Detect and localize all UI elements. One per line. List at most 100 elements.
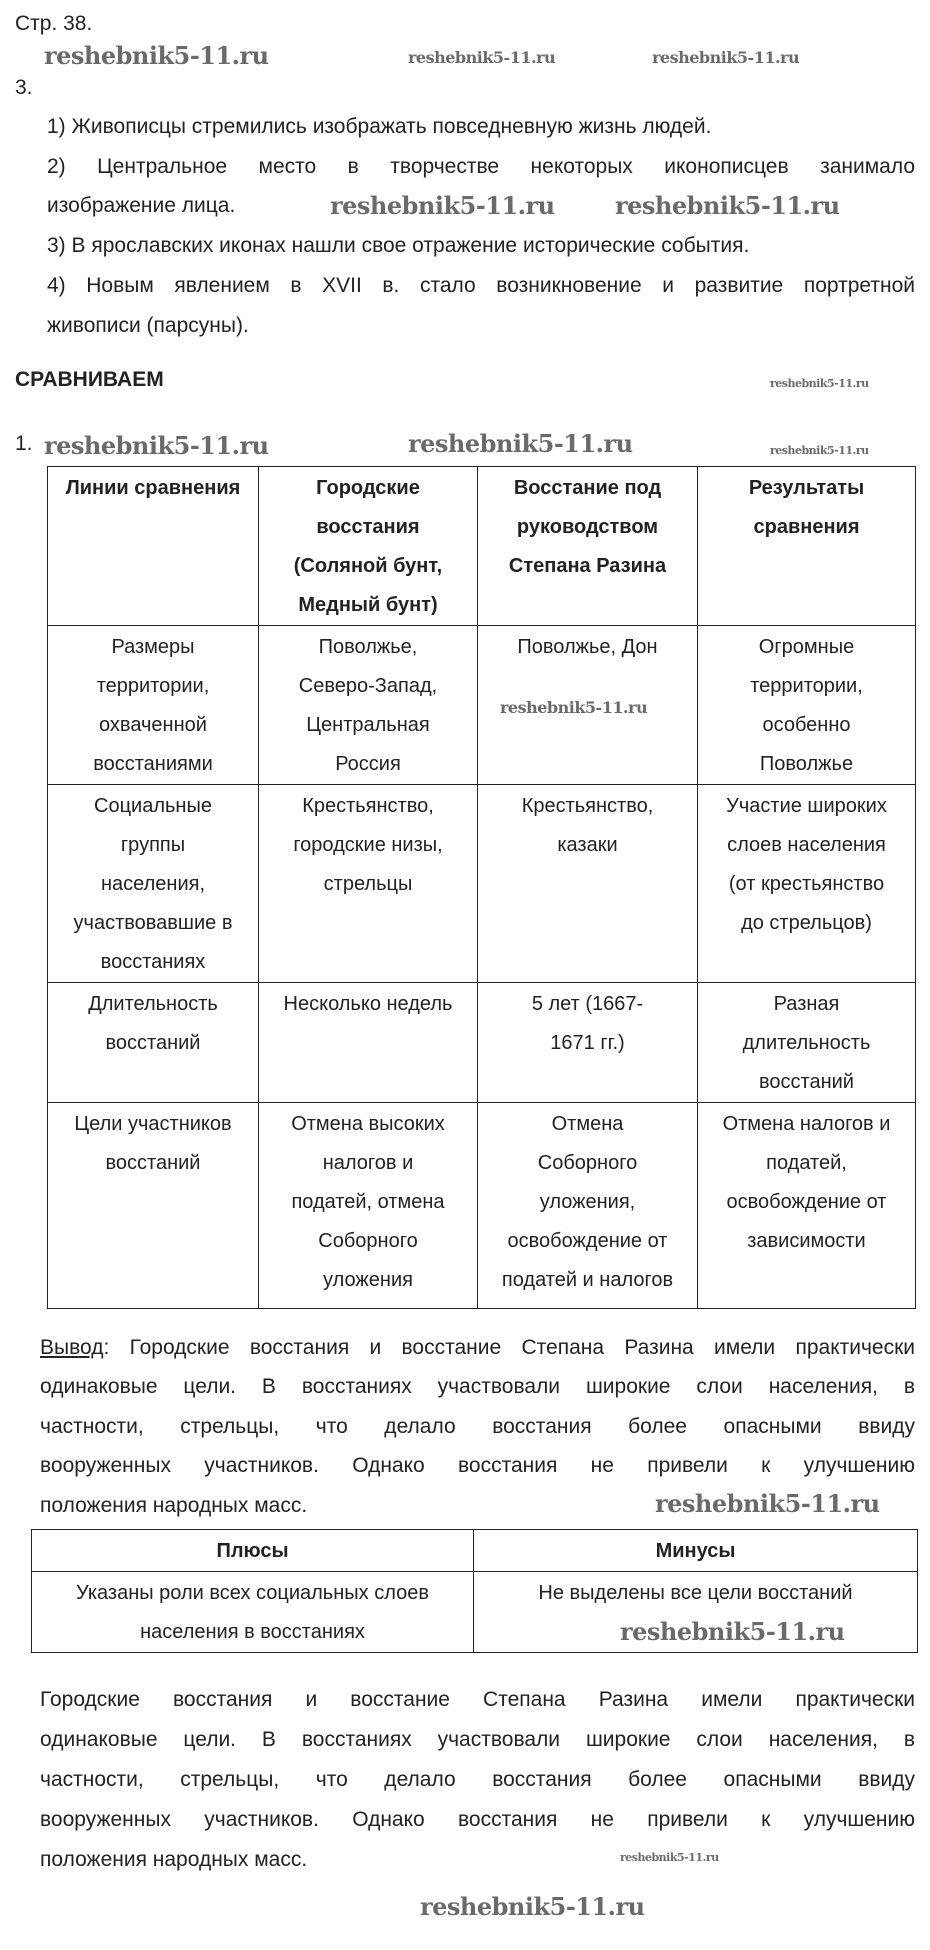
task3-item-3: 3) В ярославских иконах нашли свое отраж… [47,234,750,257]
cell-line: казаки [557,834,618,856]
cell-line: 5 лет (1667- [531,993,644,1015]
cell-line: восстаниями [93,753,213,775]
page-number: Стр. 38. [15,12,93,35]
cell-line: налогов и [322,1152,414,1174]
table-cell: Поволжье, Дон [477,625,698,785]
cell-line: восстаний [105,1152,201,1174]
table-cell: Цели участников восстаний [47,1102,259,1309]
table-cell: Крестьянство, городские низы, стрельцы [258,784,478,983]
conclusion-line-5: положения народных масс. [40,1494,308,1517]
cell-line: Отмена высоких [291,1113,445,1135]
watermark: reshebnik5-11.ru [652,48,800,67]
watermark: reshebnik5-11.ru [770,444,869,457]
watermark: reshebnik5-11.ru [44,41,269,70]
cons-header: Минусы [473,1529,918,1572]
cell-line: Поволжье, [318,636,418,658]
pros-header: Плюсы [31,1529,474,1572]
cell-line: руководством [516,516,659,538]
cell-line: восстаний [759,1071,854,1093]
cell-line: восстаниях [100,951,206,973]
cell-line: длительность [742,1032,871,1054]
task3-item-4: 4) Новым явлением в XVII в. стало возник… [47,274,915,297]
cell-line: зависимости [747,1230,866,1252]
cell-line: до стрельцов) [741,912,872,934]
cell-line: охваченной [99,714,207,736]
table-cell: Поволжье, Северо-Запад, Центральная Россия [258,625,478,785]
cell-line: Социальные [94,795,212,817]
cell-line: Цели участников [74,1113,232,1135]
column-header: Городские восстания (Соляной бунт, Медный б… [258,466,478,626]
cell-line: уложения, [539,1191,636,1213]
task-number: 3. [15,76,33,99]
conclusion-line-1: Вывод: Городские восстания и восстание С… [40,1328,915,1367]
cell-line: Разная [773,993,840,1015]
table-cell: Огромные территории, особенно Поволжье [697,625,916,785]
column-header: Результаты сравнения [697,466,916,626]
cell-line: Центральная [306,714,430,736]
comparison-table: Линии сравнения Городские восстания (Соляно… [47,466,916,1309]
cell-line: Медный бунт) [298,594,438,616]
task3-item-1: 1) Живописцы стремились изображать повсе… [47,115,712,138]
cell-line: освобождение от [507,1230,668,1252]
watermark: reshebnik5-11.ru [408,429,633,458]
watermark: reshebnik5-11.ru [615,191,840,220]
cell-line: 1671 гг.) [550,1032,625,1054]
cell-line: податей и налогов [501,1269,674,1291]
pros-cons-header: Плюсы Минусы [31,1529,918,1572]
final-line-3: частности, стрельцы, что делало восстани… [40,1768,915,1791]
cell-line: территории, [96,675,210,697]
watermark: reshebnik5-11.ru [770,377,869,390]
table-row: Социальные группы населения, участвовавшие … [47,784,916,983]
comparison-header-row: Линии сравнения Городские восстания (Соляно… [47,466,916,626]
pros-line: населения в восстаниях [140,1621,365,1643]
table-cell: Крестьянство, казаки [477,784,698,983]
final-line-1: Городские восстания и восстание Степана … [40,1688,915,1711]
table-cell: Участие широких слоев населения (от кресть… [697,784,916,983]
watermark: reshebnik5-11.ru [408,48,556,67]
cell-line: Отмена налогов и [722,1113,891,1135]
cell-line: Северо-Запад, [298,675,438,697]
cell-line: восстаний [105,1032,201,1054]
conclusion-line-4: вооруженных участников. Однако восстания… [40,1454,915,1477]
cell-line: городские низы, [293,834,443,856]
task3-item-2: 2) Центральное место в творчестве некото… [47,155,915,178]
cell-line: Огромные [758,636,855,658]
cell-line: Несколько недель [283,993,453,1015]
cell-line: освобождение от [726,1191,887,1213]
cell-line: Отмена [551,1113,624,1135]
cons-line: Не выделены все цели восстаний [538,1582,853,1604]
table-cell: Социальные группы населения, участвовавшие … [47,784,259,983]
table-row: Длительность восстаний Несколько недель 5 л… [47,982,916,1103]
cell-line: особенно [762,714,851,736]
compare-number: 1. [15,432,33,455]
table-row: Цели участников восстаний Отмена высоких на… [47,1102,916,1309]
cell-line: Соборного [537,1152,638,1174]
final-line-4: вооруженных участников. Однако восстания… [40,1808,915,1831]
cell-line: Россия [335,753,401,775]
cell-line: сравнения [753,516,860,538]
watermark: reshebnik5-11.ru [330,191,555,220]
cell-line: Городские [316,477,420,499]
pros-cons-row: Указаны роли всех социальных слоев населе… [31,1571,918,1653]
conclusion-line-3: частности, стрельцы, что делало восстани… [40,1415,915,1438]
cell-line: податей, отмена [291,1191,445,1213]
cell-line: Крестьянство, [302,795,434,817]
section-title: СРАВНИВАЕМ [15,368,164,391]
cell-line: населения, [100,873,206,895]
watermark: reshebnik5-11.ru [620,1617,845,1646]
pros-cons-table: Плюсы Минусы Указаны роли всех социальны… [31,1529,918,1653]
cell-line: слоев населения [727,834,886,856]
task3-item-2-cont: изображение лица. [47,194,236,217]
task3-item-4-cont: живописи (парсуны). [47,314,249,337]
cons-cell: Не выделены все цели восстаний [473,1571,918,1653]
cell-line: восстания [316,516,420,538]
cell-line: податей, [766,1152,847,1174]
table-cell: Отмена налогов и податей, освобождение от з… [697,1102,916,1309]
watermark: reshebnik5-11.ru [620,1851,719,1864]
cell-line: Поволжье, Дон [517,636,658,658]
cell-line: Соборного [318,1230,418,1252]
conclusion-line-2: одинаковые цели. В восстаниях участвовал… [40,1375,915,1398]
cell-line: Участие широких [726,795,887,817]
cell-line: участвовавшие в [73,912,233,934]
cell-line: Крестьянство, [521,795,654,817]
